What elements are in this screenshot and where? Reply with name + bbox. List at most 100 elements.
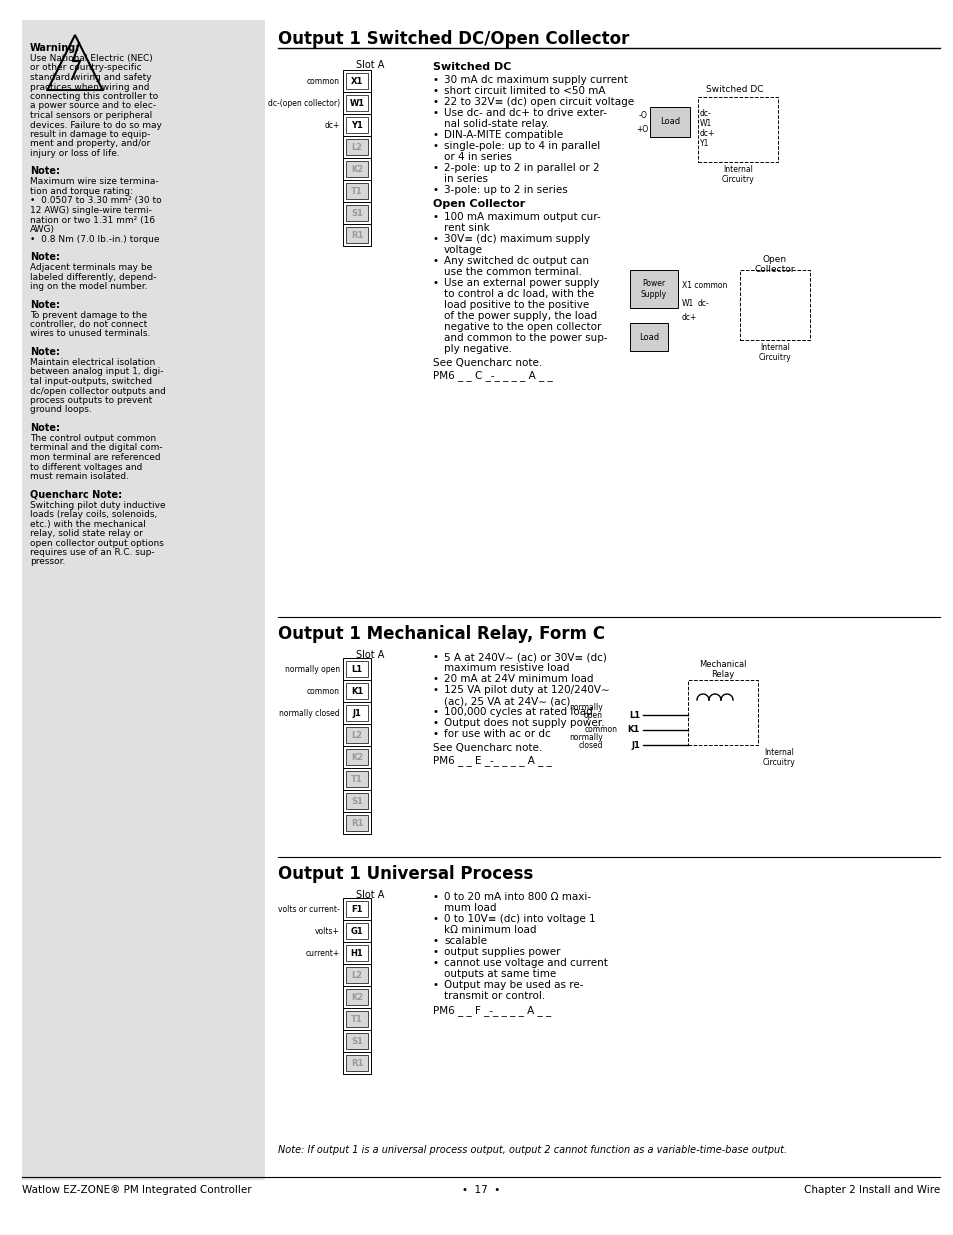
Bar xyxy=(343,965,371,986)
Bar xyxy=(346,1032,368,1049)
Bar xyxy=(346,183,368,199)
Text: Slot A: Slot A xyxy=(355,890,384,900)
Text: scalable: scalable xyxy=(443,936,486,946)
Text: maximum resistive load: maximum resistive load xyxy=(443,663,569,673)
Text: Output does not supply power.: Output does not supply power. xyxy=(443,718,604,727)
Text: mum load: mum load xyxy=(443,903,496,913)
Text: Maintain electrical isolation: Maintain electrical isolation xyxy=(30,358,155,367)
Text: a power source and to elec-: a power source and to elec- xyxy=(30,101,156,110)
Bar xyxy=(346,140,368,156)
Text: load positive to the positive: load positive to the positive xyxy=(443,300,589,310)
Bar xyxy=(346,793,368,809)
Text: •: • xyxy=(433,652,438,662)
Bar xyxy=(346,727,368,743)
Text: T1: T1 xyxy=(351,186,362,195)
Text: Use an external power supply: Use an external power supply xyxy=(443,278,598,288)
Text: ground loops.: ground loops. xyxy=(30,405,91,415)
Text: normally: normally xyxy=(569,732,602,741)
Text: tal input-outputs, switched: tal input-outputs, switched xyxy=(30,377,152,387)
Bar xyxy=(343,920,371,942)
Bar xyxy=(343,724,371,746)
Text: K2: K2 xyxy=(351,993,363,1002)
Text: DIN-A-MITE compatible: DIN-A-MITE compatible xyxy=(443,130,562,140)
Bar xyxy=(343,91,371,114)
Bar xyxy=(629,324,667,351)
Text: to different voltages and: to different voltages and xyxy=(30,462,142,472)
Text: See Quencharc note.: See Quencharc note. xyxy=(433,743,541,753)
Text: Internal
Circuitry: Internal Circuitry xyxy=(762,748,795,767)
Text: open: open xyxy=(583,710,602,720)
Bar xyxy=(343,180,371,203)
Text: ment and property, and/or: ment and property, and/or xyxy=(30,140,150,148)
Text: normally: normally xyxy=(569,703,602,711)
Text: use the common terminal.: use the common terminal. xyxy=(443,267,581,277)
Text: Output 1 Universal Process: Output 1 Universal Process xyxy=(277,864,533,883)
Text: between analog input 1, digi-: between analog input 1, digi- xyxy=(30,368,163,377)
Bar xyxy=(343,701,371,724)
Text: AWG): AWG) xyxy=(30,225,55,233)
Text: must remain isolated.: must remain isolated. xyxy=(30,472,129,480)
Text: •: • xyxy=(433,86,438,96)
Bar xyxy=(346,227,368,243)
Text: Y1: Y1 xyxy=(700,140,709,148)
Text: Chapter 2 Install and Wire: Chapter 2 Install and Wire xyxy=(803,1186,939,1195)
Text: J1: J1 xyxy=(353,709,361,718)
Text: •: • xyxy=(433,674,438,684)
Text: S1: S1 xyxy=(351,209,362,217)
Bar xyxy=(346,95,368,111)
Text: closed: closed xyxy=(578,741,602,750)
Bar xyxy=(346,1011,368,1028)
Text: kΩ minimum load: kΩ minimum load xyxy=(443,925,536,935)
Bar xyxy=(343,1008,371,1030)
Text: R1: R1 xyxy=(351,1058,363,1067)
Bar xyxy=(343,203,371,224)
Bar xyxy=(343,1052,371,1074)
Bar xyxy=(346,161,368,177)
Bar xyxy=(346,989,368,1005)
Text: normally open: normally open xyxy=(285,664,339,673)
Text: •: • xyxy=(433,212,438,222)
Text: dc-(open collector): dc-(open collector) xyxy=(268,99,339,107)
Text: single-pole: up to 4 in parallel: single-pole: up to 4 in parallel xyxy=(443,141,599,151)
Text: 30 mA dc maximum supply current: 30 mA dc maximum supply current xyxy=(443,75,627,85)
Text: common: common xyxy=(584,725,618,735)
Text: trical sensors or peripheral: trical sensors or peripheral xyxy=(30,111,152,120)
Bar xyxy=(346,923,368,939)
Text: cannot use voltage and current: cannot use voltage and current xyxy=(443,958,607,968)
Text: K2: K2 xyxy=(351,164,363,173)
Text: 125 VA pilot duty at 120/240V∼: 125 VA pilot duty at 120/240V∼ xyxy=(443,685,609,695)
Text: 20 mA at 24V minimum load: 20 mA at 24V minimum load xyxy=(443,674,593,684)
Text: K1: K1 xyxy=(351,687,363,695)
Text: common: common xyxy=(307,77,339,85)
Bar xyxy=(343,136,371,158)
Text: •: • xyxy=(433,256,438,266)
Text: Watlow EZ-ZONE® PM Integrated Controller: Watlow EZ-ZONE® PM Integrated Controller xyxy=(22,1186,252,1195)
Text: pressor.: pressor. xyxy=(30,557,66,567)
Text: standard wiring and safety: standard wiring and safety xyxy=(30,73,152,82)
Text: connecting this controller to: connecting this controller to xyxy=(30,91,158,101)
Bar xyxy=(343,942,371,965)
Text: F1: F1 xyxy=(351,904,362,914)
Text: dc/open collector outputs and: dc/open collector outputs and xyxy=(30,387,166,395)
Bar xyxy=(346,117,368,133)
Text: dc-: dc- xyxy=(698,299,709,308)
Text: dc+: dc+ xyxy=(681,312,697,321)
Bar xyxy=(346,205,368,221)
Text: •: • xyxy=(433,914,438,924)
Text: W1: W1 xyxy=(349,99,364,107)
Text: R1: R1 xyxy=(351,819,363,827)
Text: •: • xyxy=(433,947,438,957)
Bar xyxy=(346,683,368,699)
Text: terminal and the digital com-: terminal and the digital com- xyxy=(30,443,162,452)
Text: Maximum wire size termina-: Maximum wire size termina- xyxy=(30,178,158,186)
Text: 3-pole: up to 2 in series: 3-pole: up to 2 in series xyxy=(443,185,567,195)
Text: Output 1 Switched DC/Open Collector: Output 1 Switched DC/Open Collector xyxy=(277,30,629,48)
Text: voltage: voltage xyxy=(443,245,482,254)
Text: •: • xyxy=(433,107,438,119)
Text: Quencharc Note:: Quencharc Note: xyxy=(30,489,122,499)
Text: volts or current-: volts or current- xyxy=(278,904,339,914)
Text: mon terminal are referenced: mon terminal are referenced xyxy=(30,453,160,462)
Text: of the power supply, the load: of the power supply, the load xyxy=(443,311,597,321)
Text: 2-pole: up to 2 in parallel or 2: 2-pole: up to 2 in parallel or 2 xyxy=(443,163,599,173)
Text: •  0.0507 to 3.30 mm² (30 to: • 0.0507 to 3.30 mm² (30 to xyxy=(30,196,161,205)
